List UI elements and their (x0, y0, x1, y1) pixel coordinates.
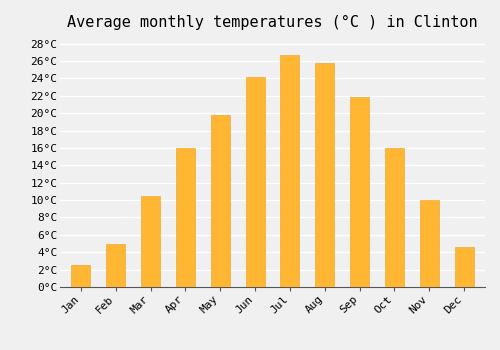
Bar (141, 196, 160, 287)
Bar (315, 63, 334, 287)
Bar (246, 77, 264, 287)
Bar (454, 247, 473, 287)
Bar (210, 115, 230, 287)
Bar (350, 97, 369, 287)
Title: Average monthly temperatures (°C ) in Clinton: Average monthly temperatures (°C ) in Cl… (67, 15, 478, 30)
Bar (420, 200, 439, 287)
Bar (106, 244, 126, 287)
Bar (176, 148, 195, 287)
Bar (385, 148, 404, 287)
Bar (72, 265, 90, 287)
Bar (280, 55, 299, 287)
